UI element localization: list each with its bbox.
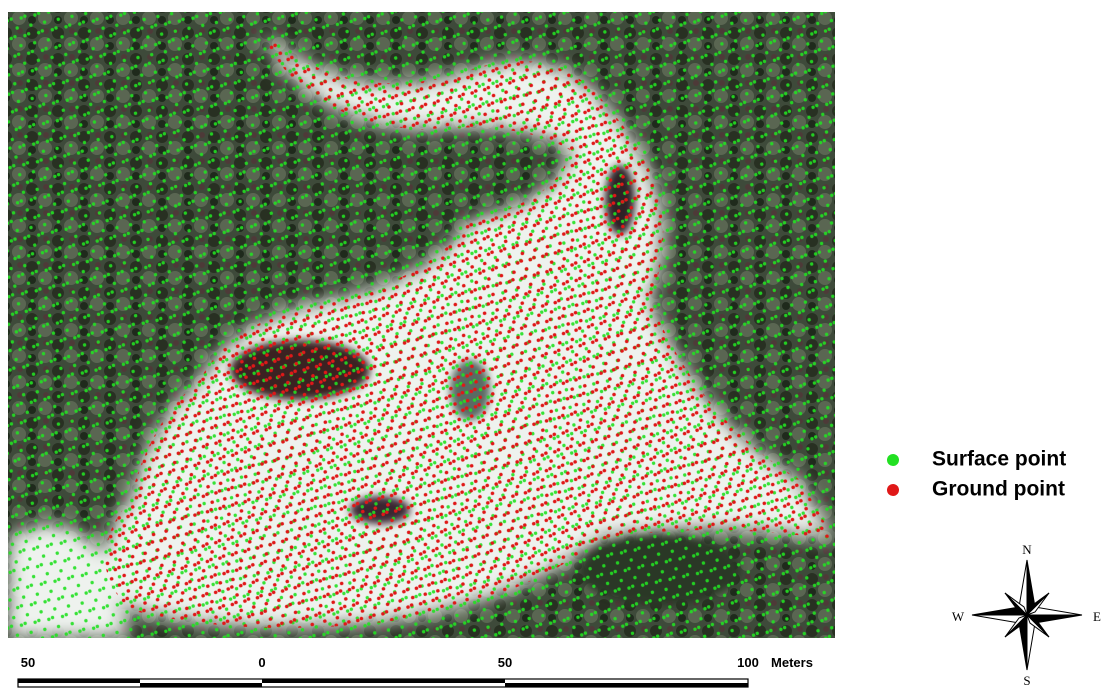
compass-label: E xyxy=(1093,609,1101,624)
scale-label: 50 xyxy=(498,655,512,670)
scale-segment xyxy=(18,679,140,683)
scale-label: 0 xyxy=(258,655,265,670)
legend-label: Surface point xyxy=(932,448,1066,471)
legend-marker xyxy=(887,454,899,466)
legend-marker xyxy=(887,484,899,496)
scale-segment xyxy=(140,683,262,687)
scale-label: 100 xyxy=(737,655,759,670)
map-figure: Surface point Ground point 50 0 50 100 M… xyxy=(0,0,1110,690)
aerial-image xyxy=(8,12,835,638)
compass-label: W xyxy=(952,609,965,624)
scale-label: 50 xyxy=(21,655,35,670)
scale-bar: 50 0 50 100 Meters xyxy=(18,655,813,687)
scale-unit: Meters xyxy=(771,655,813,670)
compass-label: N xyxy=(1022,542,1032,557)
scale-segment xyxy=(505,683,748,687)
compass-label: S xyxy=(1023,673,1030,688)
north-arrow: N S E W xyxy=(952,542,1101,688)
legend: Surface point Ground point xyxy=(887,448,1066,501)
legend-label: Ground point xyxy=(932,478,1065,501)
scale-segment xyxy=(262,679,505,683)
